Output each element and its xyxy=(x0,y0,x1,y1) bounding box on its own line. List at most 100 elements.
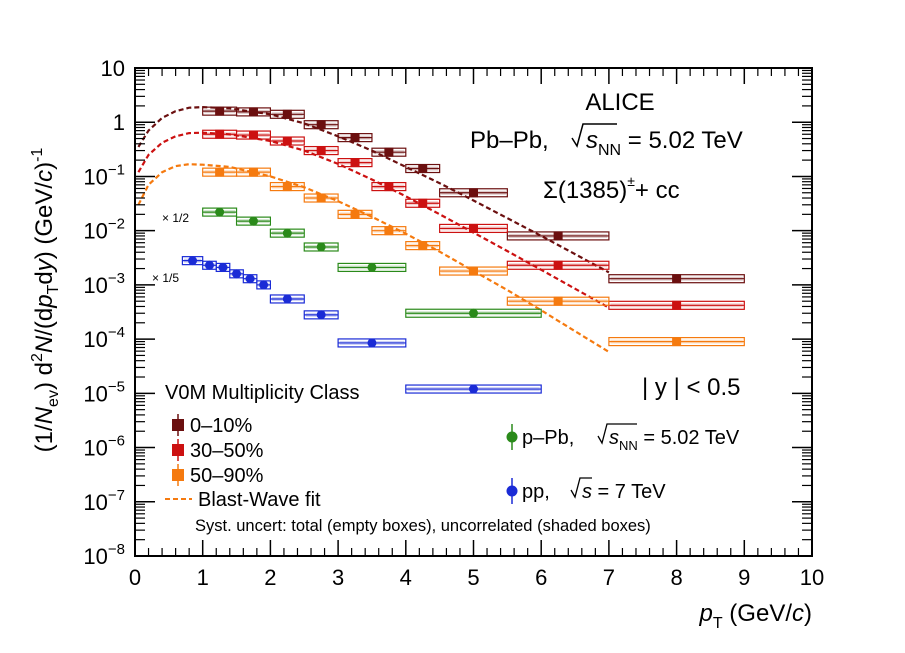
data-point xyxy=(350,158,360,168)
y-tick-label: 10−5 xyxy=(83,378,125,406)
data-point xyxy=(469,384,478,394)
data-point xyxy=(672,337,682,347)
legend-entry-ppb: p–Pb, sNN = 5.02 TeV xyxy=(506,423,740,453)
y-tick-label: 10−8 xyxy=(83,541,125,569)
y-tick-label: 10−2 xyxy=(83,216,125,244)
data-point xyxy=(316,193,326,203)
particle-label: Σ(1385)±+ cc xyxy=(543,173,680,204)
y-tick-label: 1 xyxy=(113,110,125,135)
data-point xyxy=(248,167,258,177)
data-point xyxy=(232,269,242,279)
data-point xyxy=(215,129,225,139)
x-axis-title-sub: T xyxy=(713,615,723,632)
data-point xyxy=(215,207,225,217)
data-point xyxy=(215,106,225,116)
legend-label-pp: pp, xyxy=(522,481,550,503)
data-point xyxy=(418,198,428,208)
y-tick-label: 10−3 xyxy=(83,270,125,298)
y-tick-label: 10 xyxy=(101,56,125,81)
data-point xyxy=(469,266,478,276)
y-axis: 10 1 10−1 10−2 10−3 10−4 10−5 10−6 10−7 10−8 xyxy=(83,56,812,569)
data-point xyxy=(553,231,563,241)
data-point xyxy=(248,216,258,226)
x-tick-label: 10 xyxy=(800,565,824,590)
svg-text:sNN = 5.02 TeV: sNN = 5.02 TeV xyxy=(609,427,740,453)
data-point xyxy=(316,310,326,320)
svg-text:Pb–Pb,: Pb–Pb, xyxy=(470,127,549,154)
legend-label-0-10: 0–10% xyxy=(190,415,252,437)
x-axis-title-p: p xyxy=(699,600,713,627)
data-point xyxy=(384,147,394,157)
series xyxy=(202,207,542,318)
series xyxy=(202,106,745,284)
legend-right: p–Pb, sNN = 5.02 TeV pp, s = 7 TeV xyxy=(506,423,740,504)
x-tick-label: 1 xyxy=(197,565,209,590)
data-point xyxy=(367,338,377,348)
x-tick-label: 3 xyxy=(332,565,344,590)
scale-label-pp: × 1/5 xyxy=(152,271,179,285)
y-tick-label: 10−7 xyxy=(83,487,125,515)
x-axis-title-close: ) xyxy=(804,600,812,627)
x-tick-label: 7 xyxy=(603,565,615,590)
data-point xyxy=(282,182,292,192)
plot-area xyxy=(134,67,813,557)
data-point xyxy=(367,262,377,272)
x-tick-label: 2 xyxy=(264,565,276,590)
rapidity-label: | y | < 0.5 xyxy=(642,374,741,401)
blast-wave-fit xyxy=(137,131,610,309)
data-point xyxy=(215,167,225,177)
data-point xyxy=(469,188,478,198)
svg-text:s = 7 TeV: s = 7 TeV xyxy=(582,481,666,503)
data-point xyxy=(384,182,394,192)
x-axis-title-c: c xyxy=(792,600,804,627)
x-tick-label: 0 xyxy=(129,565,141,590)
x-axis: 0 1 2 3 4 5 6 7 8 9 10 xyxy=(129,68,824,590)
legend-left: V0M Multiplicity Class 0–10% 30–50% 50–9… xyxy=(165,382,359,511)
legend-entry-30-50: 30–50% xyxy=(172,439,264,462)
data-point xyxy=(469,308,478,318)
legend-entry-0-10: 0–10% xyxy=(172,414,252,437)
data-point xyxy=(282,294,292,304)
data-point xyxy=(553,260,563,270)
data-point xyxy=(248,107,258,117)
legend-label-50-90: 50–90% xyxy=(190,465,264,487)
data-point xyxy=(188,256,198,266)
x-tick-label: 4 xyxy=(400,565,412,590)
data-point xyxy=(282,228,292,238)
legend-label-30-50: 30–50% xyxy=(190,440,264,462)
data-point xyxy=(204,260,214,270)
x-axis-title-unit: (GeV/ xyxy=(723,600,793,627)
y-tick-label: 10−1 xyxy=(83,161,125,189)
legend-label-ppb: p–Pb, xyxy=(522,427,574,449)
y-tick-label: 10−6 xyxy=(83,433,125,461)
data-point xyxy=(672,300,682,310)
data-point xyxy=(245,274,255,284)
data-point xyxy=(282,136,292,146)
data-point xyxy=(553,296,563,306)
data-point xyxy=(672,274,682,284)
data-point xyxy=(384,226,394,236)
legend-entry-pp: pp, s = 7 TeV xyxy=(506,477,666,504)
data-point xyxy=(316,242,326,252)
data-point xyxy=(418,241,428,251)
x-tick-label: 6 xyxy=(535,565,547,590)
svg-text:sNN = 5.02 TeV: sNN = 5.02 TeV xyxy=(586,127,743,159)
x-tick-label: 8 xyxy=(670,565,682,590)
data-point xyxy=(218,262,228,272)
x-axis-title: pT (GeV/c) xyxy=(699,600,813,632)
series xyxy=(202,167,745,347)
blast-wave-fit xyxy=(137,105,610,274)
scale-label-ppb: × 1/2 xyxy=(162,211,189,225)
data-point xyxy=(418,164,428,174)
x-tick-label: 5 xyxy=(467,565,479,590)
data-point xyxy=(248,130,258,140)
data-point xyxy=(282,109,292,119)
series xyxy=(181,256,542,394)
legend-label-fit: Blast-Wave fit xyxy=(198,489,321,511)
data-point xyxy=(469,223,478,233)
y-tick-label: 10−4 xyxy=(83,324,125,352)
x-tick-label: 9 xyxy=(738,565,750,590)
y-axis-title: (1/Nev) d2N/(dpTdy) (GeV/c)-1 xyxy=(29,148,62,453)
data-point xyxy=(316,120,326,130)
